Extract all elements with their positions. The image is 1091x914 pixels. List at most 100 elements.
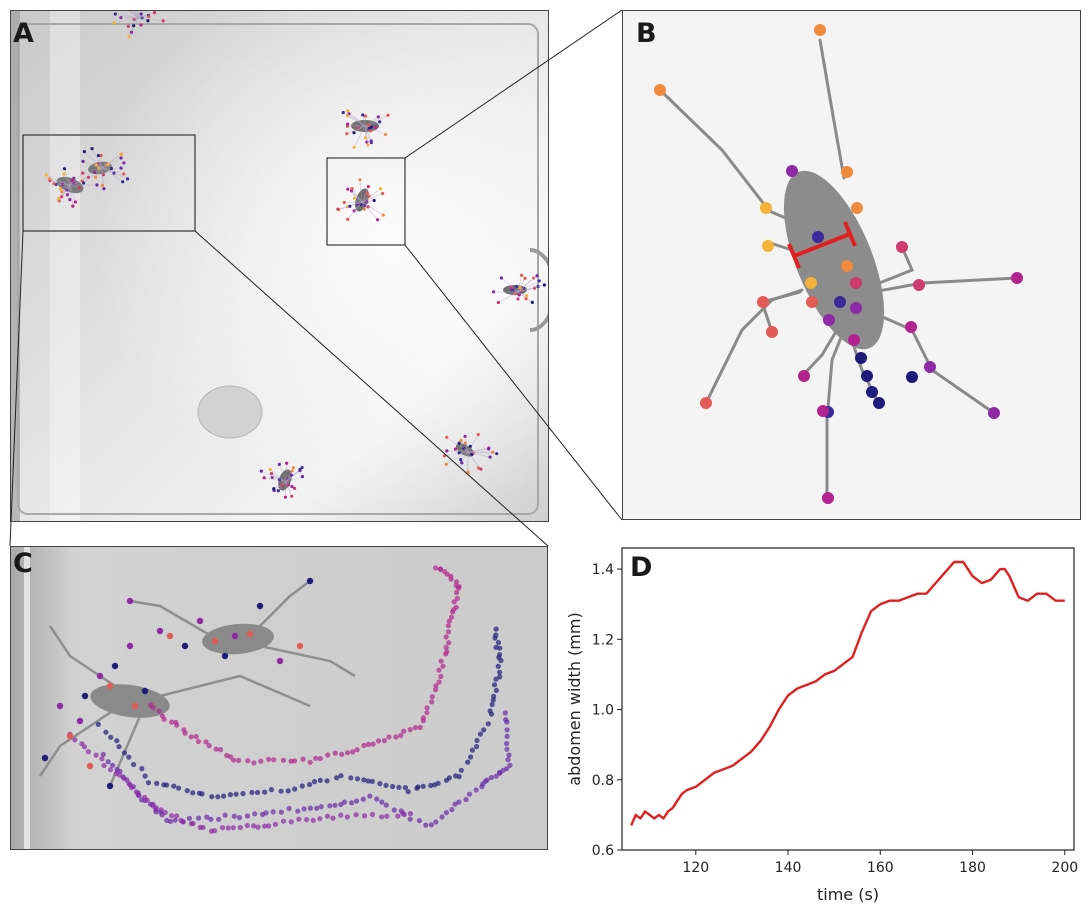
trajectory-dot [421,784,426,789]
trajectory-dot [467,792,472,797]
trajectory-dot [317,816,322,821]
trajectory-dot [400,811,405,816]
trajectory-dot [117,772,122,777]
trajectory-dot [421,715,426,720]
trajectory-dot [415,784,420,789]
x-tick-label: 160 [867,860,894,876]
trajectory-dot [190,790,195,795]
trajectory-dot [296,817,301,822]
keypoint [182,643,188,649]
trajectory-dot [279,810,284,815]
trajectory-dot [424,710,429,715]
trajectory-dot [156,709,161,714]
trajectory-dot [338,813,343,818]
x-tick-label: 140 [775,860,802,876]
trajectory-dot [232,814,237,819]
trajectory-dot [490,702,495,707]
trajectory-dot [433,819,438,824]
trajectory-dot [463,797,468,802]
trajectory-dot [101,763,106,768]
trajectory-dot [269,787,274,792]
trajectory-dot [446,640,451,645]
trajectory-dot [174,723,179,728]
trajectory-dot [319,804,324,809]
trajectory-dot [424,705,429,710]
trajectory-dot [330,816,335,821]
trajectory-dot [292,786,297,791]
keypoint [97,673,103,679]
y-axis-label: abdomen width (mm) [565,612,584,785]
trajectory-dot [262,790,267,795]
trajectory-dot [474,744,479,749]
y-tick-label: 1.2 [592,632,614,648]
trajectory-dot [221,794,226,799]
y-tick-label: 1.0 [592,703,614,719]
trajectory-dot [289,819,294,824]
keypoint [307,578,313,584]
trajectory-dot [332,803,337,808]
trajectory-dot [396,785,401,790]
trajectory-dot [318,756,323,761]
keypoint [297,643,303,649]
trajectory-dot [494,627,499,632]
trajectory-dot [318,778,323,783]
trajectory-dot [249,790,254,795]
trajectory-dot [338,773,343,778]
trajectory-dot [417,818,422,823]
trajectory-dot [194,734,199,739]
trajectory-dot [196,739,201,744]
trajectory-dot [327,803,332,808]
trajectory-dot [114,738,119,743]
trajectory-dot [496,640,501,645]
x-axis-label: time (s) [817,885,879,904]
trajectory-dot [273,822,278,827]
trajectory-dot [129,785,134,790]
trajectory-dot [234,792,239,797]
trajectory-dot [342,800,347,805]
trajectory-dot [163,810,168,815]
x-tick-label: 200 [1051,860,1078,876]
trajectory-dot [86,749,91,754]
trajectory-dot [371,742,376,747]
trajectory-dot [446,629,451,634]
trajectory-dot [449,615,454,620]
trajectory-dot [493,645,498,650]
keypoint [42,755,48,761]
trajectory-dot [154,781,159,786]
trajectory-dot [377,781,382,786]
trajectory-dot [494,688,499,693]
trajectory-dot [171,784,176,789]
trajectory-dot [503,717,508,722]
trajectory-dot [408,727,413,732]
trajectory-dot [474,738,479,743]
trajectory-dot [220,825,225,830]
trajectory-dot [374,797,379,802]
panel-c-image [10,546,548,850]
trajectory-dot [212,828,217,833]
trajectory-dot [507,763,512,768]
trajectory-dot [255,790,260,795]
trajectory-dot [122,750,127,755]
trajectory-dot [245,823,250,828]
trajectory-dot [263,810,268,815]
trajectory-dot [200,825,205,830]
keypoint [232,633,238,639]
trajectory-dot [345,750,350,755]
panel-label-d: D [630,554,652,581]
trajectory-dot [439,814,444,819]
trajectory-dot [333,751,338,756]
trajectory-dot [384,803,389,808]
trajectory-dot [183,731,188,736]
trajectory-dot [162,717,167,722]
y-axis: 0.60.81.01.21.4 [592,562,622,859]
trajectory-dot [271,809,276,814]
trajectory-dot [307,782,312,787]
trajectory-dot [258,759,263,764]
series-line [631,562,1065,825]
trajectory-dot [497,674,502,679]
trajectory-dot [379,814,384,819]
trajectory-dot [281,819,286,824]
trajectory-dot [72,737,77,742]
trajectory-dot [398,733,403,738]
